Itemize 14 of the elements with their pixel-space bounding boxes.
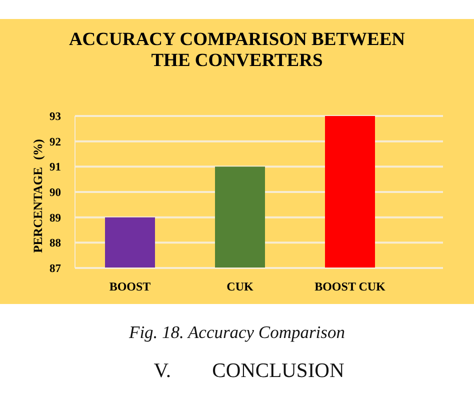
x-tick-label: CUK xyxy=(226,280,254,294)
y-tick-label: 91 xyxy=(50,162,62,174)
y-tick-label: 93 xyxy=(50,111,62,124)
text: V. CONCLUSION xyxy=(152,359,346,384)
y-tick-label: 87 xyxy=(50,263,62,276)
y-tick-label: 90 xyxy=(50,187,62,200)
y-tick-label: 89 xyxy=(50,212,62,224)
y-tick-label: 88 xyxy=(50,238,62,250)
caption: Fig. 18. Accuracy Comparison xyxy=(128,321,346,343)
x-tick-label: BOOST xyxy=(109,280,151,294)
y-axis-title: PERCENTAGE (%) xyxy=(31,139,45,253)
y-tick-label: 92 xyxy=(50,136,62,148)
x-tick-label: BOOST CUK xyxy=(314,280,386,294)
chart-title: ACCURACY COMPARISON BETWEEN THE CONVERTERS xyxy=(68,30,406,72)
